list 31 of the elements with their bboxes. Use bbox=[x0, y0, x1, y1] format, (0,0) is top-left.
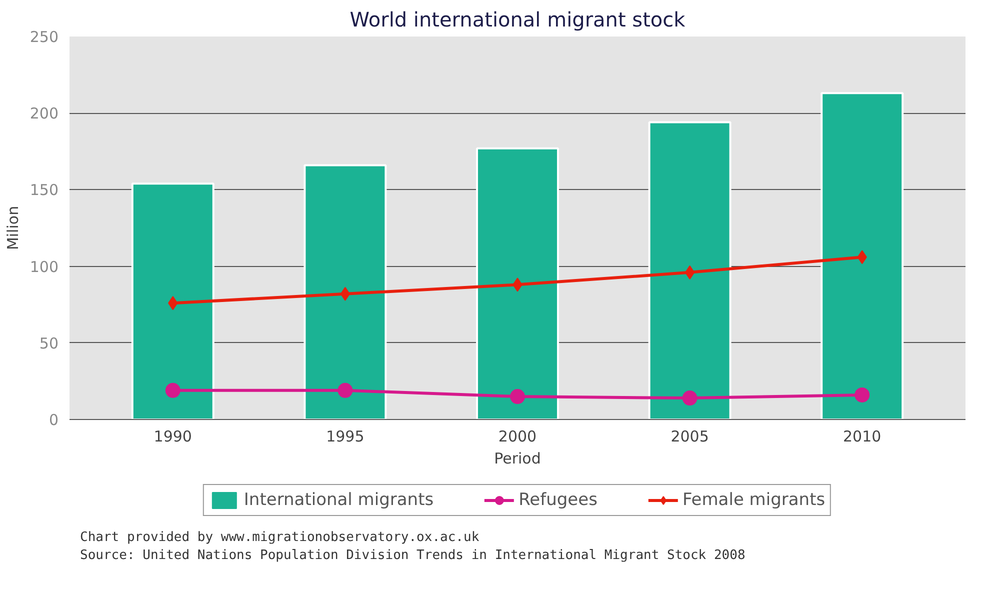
x-tick-label: 2005 bbox=[670, 428, 709, 446]
point bbox=[165, 382, 180, 398]
y-tick-label: 250 bbox=[30, 28, 59, 46]
point bbox=[684, 265, 695, 280]
y-tick-label: 150 bbox=[30, 181, 59, 200]
y-tick-label: 200 bbox=[30, 104, 59, 123]
legend-label: Refugees bbox=[518, 490, 598, 510]
chart-title: World international migrant stock bbox=[350, 8, 686, 32]
y-axis-title: Milion bbox=[4, 206, 22, 250]
bar bbox=[648, 121, 732, 420]
x-axis-title: Period bbox=[494, 450, 541, 468]
bar bbox=[476, 147, 559, 420]
x-tick-label: 2000 bbox=[498, 428, 537, 446]
y-tick-label: 100 bbox=[30, 258, 59, 276]
bar bbox=[131, 182, 214, 420]
legend-label: Female migrants bbox=[682, 490, 826, 510]
x-tick-label: 2010 bbox=[843, 428, 882, 446]
text: Chart provided by www.migrationobservatory.ox.ac.uk bbox=[80, 530, 480, 546]
bar bbox=[304, 164, 387, 420]
y-tick-label: 0 bbox=[48, 411, 59, 429]
point bbox=[338, 382, 353, 398]
point bbox=[340, 286, 350, 301]
point bbox=[682, 390, 698, 406]
bar bbox=[820, 92, 904, 420]
point bbox=[854, 388, 870, 402]
y-tick-label: 50 bbox=[39, 334, 59, 352]
x-tick-label: 1990 bbox=[154, 428, 192, 446]
point bbox=[510, 389, 525, 404]
legend-label: International migrants bbox=[244, 490, 434, 510]
x-tick-label: 1995 bbox=[326, 428, 364, 446]
source-note: Source: United Nations Population Division Trends in International Migrant Stock 2008 bbox=[80, 548, 746, 564]
